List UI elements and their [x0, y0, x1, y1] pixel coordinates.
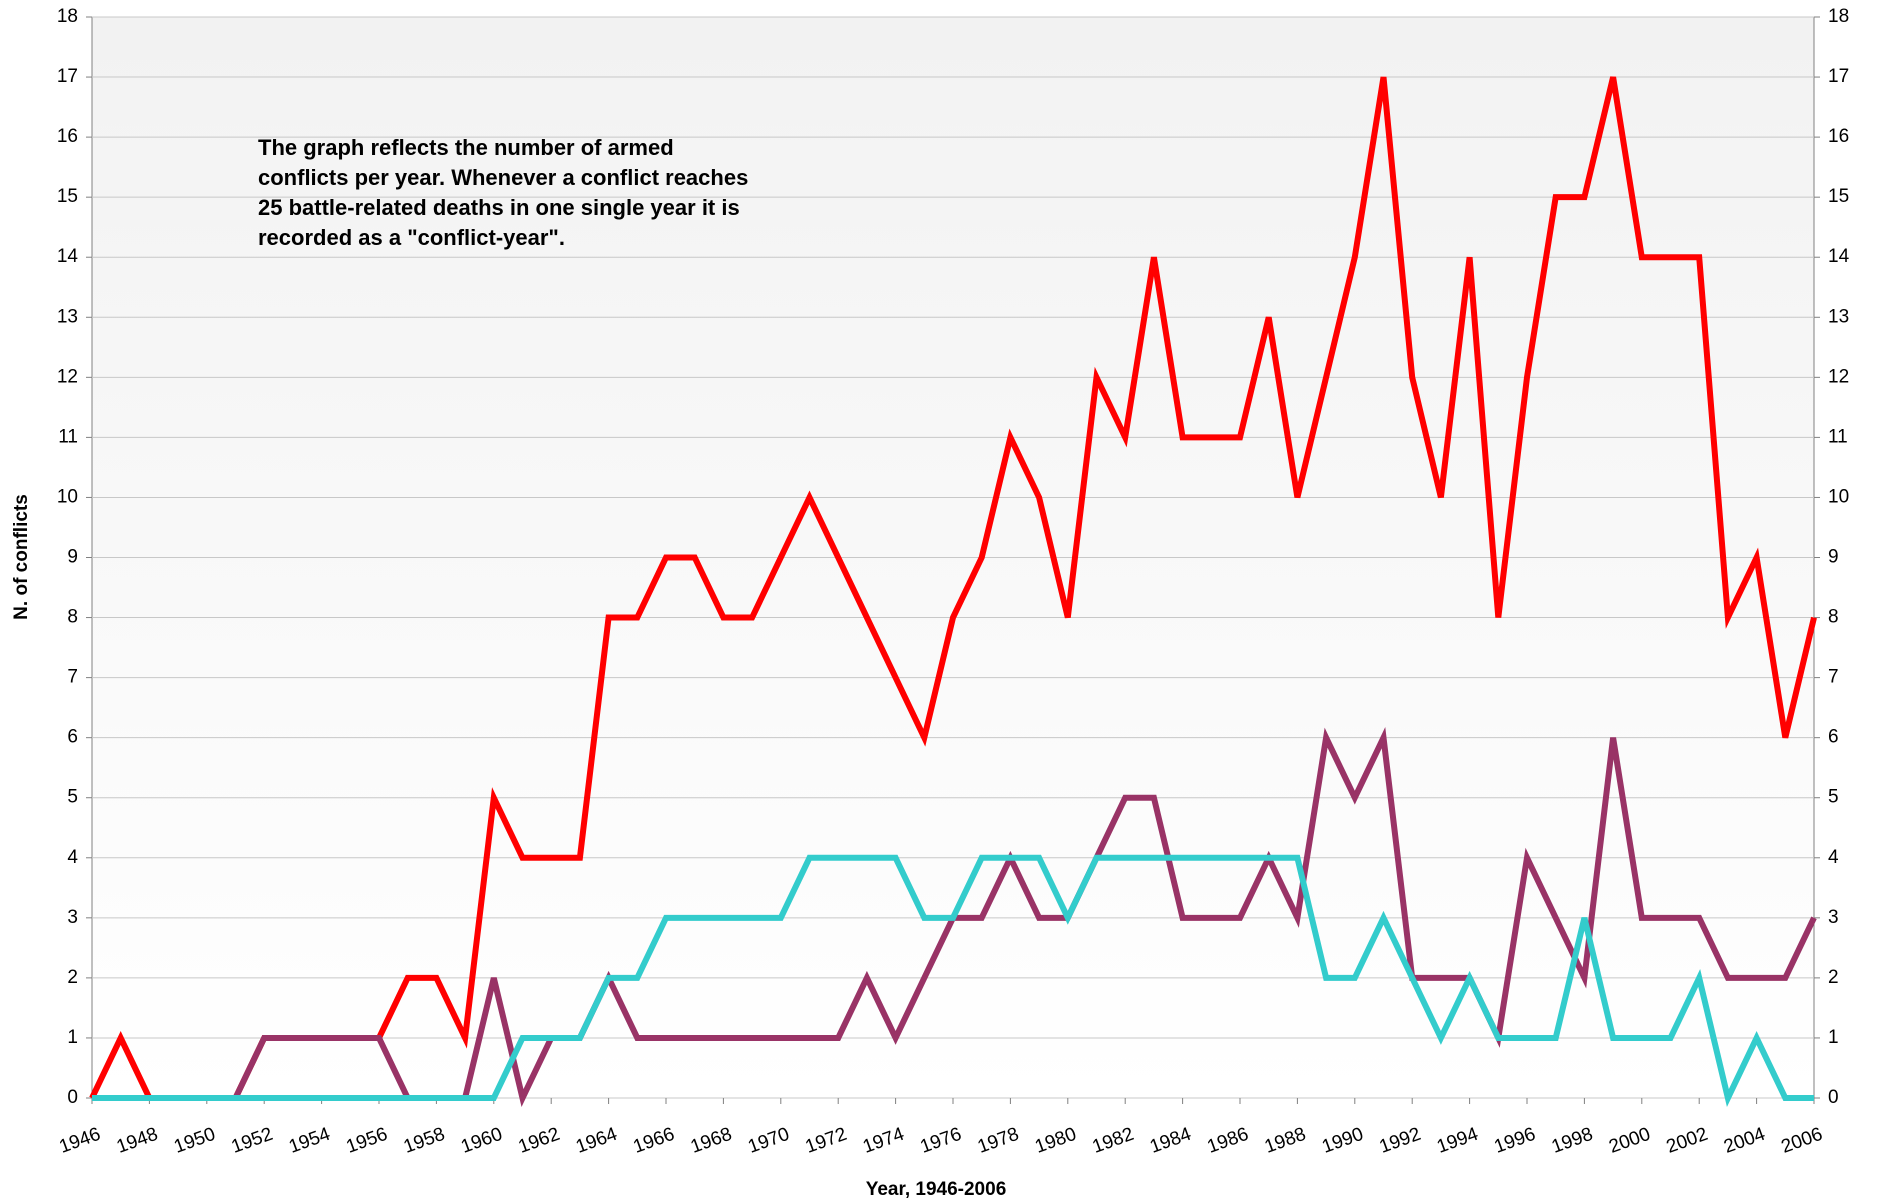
y-tick-label: 17	[57, 66, 78, 87]
x-tick-label: 2004	[1721, 1124, 1768, 1158]
y-tick-label: 15	[57, 186, 78, 207]
y-tick-label: 9	[67, 547, 78, 568]
x-tick-label: 1948	[114, 1124, 161, 1158]
y2-tick-label: 8	[1828, 607, 1839, 628]
y-tick-label: 2	[67, 967, 78, 988]
x-tick-label: 1978	[975, 1124, 1022, 1158]
x-tick-label: 1956	[344, 1124, 391, 1158]
annotation-line: conflicts per year. Whenever a conflict …	[258, 165, 748, 190]
x-tick-label: 1974	[860, 1124, 907, 1158]
y-tick-label: 7	[67, 667, 78, 688]
y2-tick-label: 18	[1828, 6, 1849, 27]
y2-tick-label: 17	[1828, 66, 1849, 87]
y-tick-label: 8	[67, 607, 78, 628]
y-tick-label: 11	[58, 426, 78, 447]
x-tick-label: 1966	[631, 1124, 678, 1158]
y2-tick-label: 3	[1828, 907, 1839, 928]
x-tick-label: 1960	[458, 1124, 505, 1158]
x-tick-label: 1954	[286, 1124, 333, 1158]
x-tick-label: 1946	[57, 1124, 104, 1158]
series-line	[92, 854, 1814, 1107]
y2-tick-label: 10	[1828, 486, 1849, 507]
y2-tick-label: 9	[1828, 547, 1839, 568]
x-tick-label: 1964	[573, 1124, 620, 1158]
annotation-line: 25 battle-related deaths in one single y…	[258, 195, 740, 220]
x-tick-label: 1986	[1205, 1124, 1252, 1158]
y-tick-label: 10	[57, 486, 78, 507]
y2-tick-label: 0	[1828, 1087, 1839, 1108]
x-tick-label: 1980	[1032, 1124, 1079, 1158]
y2-tick-label: 11	[1828, 426, 1848, 447]
x-tick-label: 1950	[171, 1124, 218, 1158]
y2-tick-label: 2	[1828, 967, 1839, 988]
y2-tick-label: 12	[1828, 366, 1849, 387]
y-tick-label: 0	[67, 1087, 78, 1108]
y-tick-label: 12	[57, 366, 78, 387]
y2-tick-label: 5	[1828, 787, 1839, 808]
y-tick-label: 1	[67, 1027, 78, 1048]
y-tick-label: 13	[57, 306, 78, 327]
y-tick-label: 3	[67, 907, 78, 928]
x-tick-label: 1988	[1262, 1124, 1309, 1158]
x-tick-label: 1992	[1377, 1124, 1424, 1158]
y2-tick-label: 1	[1828, 1027, 1839, 1048]
x-axis-title: Year, 1946-2006	[866, 1179, 1007, 1200]
x-tick-label: 2002	[1664, 1124, 1711, 1158]
y2-tick-label: 16	[1828, 126, 1849, 147]
x-tick-label: 1982	[1090, 1124, 1137, 1158]
y2-tick-label: 4	[1828, 847, 1839, 868]
x-tick-label: 1976	[918, 1124, 965, 1158]
x-tick-label: 1958	[401, 1124, 448, 1158]
x-tick-label: 1998	[1549, 1124, 1596, 1158]
x-tick-label: 1994	[1434, 1124, 1481, 1158]
y2-tick-label: 14	[1828, 246, 1850, 267]
y-tick-label: 18	[57, 6, 78, 27]
x-tick-label: 1996	[1492, 1124, 1539, 1158]
y-axis-title: N. of conflicts	[11, 494, 32, 620]
x-tick-label: 2006	[1779, 1124, 1826, 1158]
y-tick-label: 6	[67, 727, 78, 748]
x-tick-label: 1962	[516, 1124, 563, 1158]
y2-tick-label: 6	[1828, 727, 1839, 748]
annotation-line: The graph reflects the number of armed	[258, 135, 674, 160]
annotation-line: recorded as a "conflict-year".	[258, 225, 565, 250]
x-tick-label: 1990	[1319, 1124, 1366, 1158]
x-tick-label: 1968	[688, 1124, 735, 1158]
x-tick-label: 1984	[1147, 1124, 1194, 1158]
x-tick-label: 1952	[229, 1124, 276, 1158]
y2-tick-label: 13	[1828, 306, 1849, 327]
y2-tick-label: 15	[1828, 186, 1849, 207]
y-tick-label: 5	[67, 787, 78, 808]
x-tick-label: 1970	[745, 1124, 792, 1158]
y-tick-label: 16	[57, 126, 78, 147]
y-tick-label: 14	[57, 246, 79, 267]
y-tick-label: 4	[67, 847, 78, 868]
y2-tick-label: 7	[1828, 667, 1839, 688]
x-tick-label: 2000	[1606, 1124, 1653, 1158]
annotation: The graph reflects the number of armed co…	[258, 135, 748, 250]
x-tick-label: 1972	[803, 1124, 850, 1158]
